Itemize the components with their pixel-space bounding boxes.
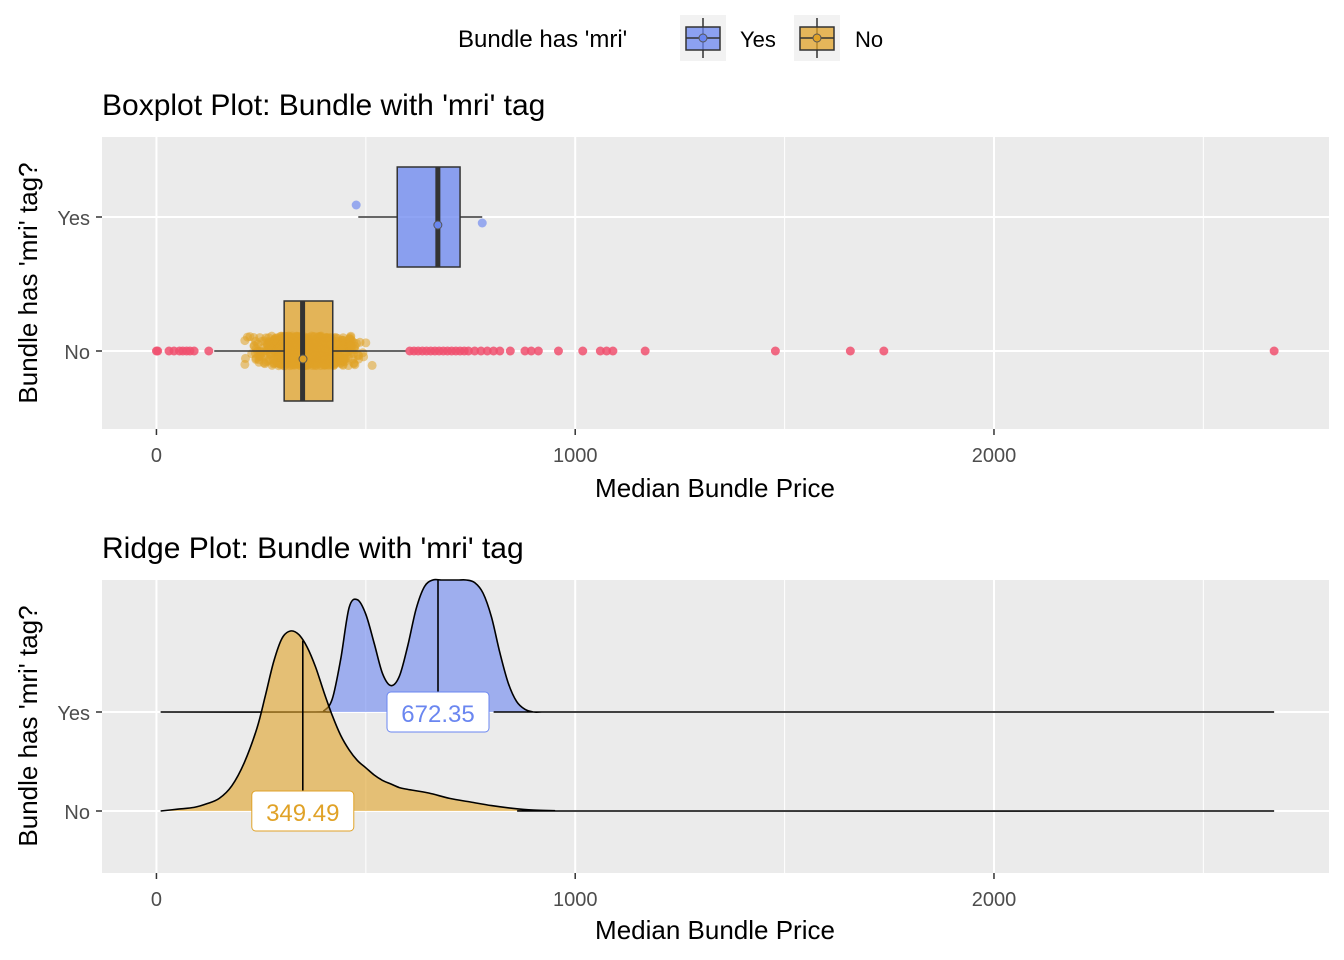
boxplot-axes: 0 1000 2000 Yes No bbox=[57, 208, 1016, 467]
boxplot-outlier-point bbox=[595, 346, 605, 356]
legend: Bundle has 'mri' Yes No bbox=[458, 15, 883, 61]
boxplot-y-axis-title: Bundle has 'mri' tag? bbox=[13, 162, 43, 403]
boxplot-outlier-point bbox=[578, 346, 588, 356]
ridge-density-line bbox=[160, 578, 1275, 713]
ridge-y-axis-title: Bundle has 'mri' tag? bbox=[13, 605, 43, 846]
boxplot-jitter-point bbox=[338, 341, 348, 351]
ridge-series-no: 349.49 bbox=[160, 630, 1275, 832]
ridge-axes: 0 1000 2000 Yes No bbox=[57, 703, 1016, 911]
boxplot-jitter-point bbox=[367, 360, 377, 370]
boxplot-mean-point bbox=[433, 220, 443, 230]
boxplot-outlier-point bbox=[1269, 346, 1279, 356]
boxplot-y-tick-label: No bbox=[64, 342, 90, 364]
boxplot-box-yes bbox=[351, 166, 487, 268]
boxplot-outlier-point bbox=[489, 346, 499, 356]
ridge-x-tick-label: 2000 bbox=[972, 889, 1017, 911]
boxplot-jitter-point bbox=[274, 352, 284, 362]
boxplot-outlier-point bbox=[770, 346, 780, 356]
boxplot-outlier-point bbox=[602, 346, 612, 356]
boxplot-jitter-point bbox=[349, 358, 359, 368]
boxplot-title: Boxplot Plot: Bundle with 'mri' tag bbox=[102, 89, 545, 122]
ridge-x-tick-label: 0 bbox=[151, 889, 162, 911]
boxplot-jitter-point bbox=[259, 336, 269, 346]
boxplot-jitter-point bbox=[354, 351, 364, 361]
boxplot-outliers bbox=[151, 346, 1279, 356]
boxplot-jitter-point bbox=[345, 334, 355, 344]
boxplot-jitter-point bbox=[272, 344, 282, 354]
boxplot-box-no bbox=[214, 300, 407, 402]
ridge-density-line bbox=[160, 630, 1275, 812]
boxplot-y-tick-label: Yes bbox=[57, 208, 90, 230]
boxplot-outlier-point bbox=[470, 346, 480, 356]
boxplot-jitter-point bbox=[254, 357, 264, 367]
boxplot-outlier-point bbox=[505, 346, 515, 356]
ridge-chart: Ridge Plot: Bundle with 'mri' tag 672.35… bbox=[13, 532, 1329, 945]
ridge-median-label: 349.49 bbox=[266, 800, 339, 827]
boxplot-point bbox=[351, 200, 361, 210]
boxplot-iqr-box bbox=[396, 166, 461, 268]
legend-key-no-point bbox=[812, 33, 822, 43]
boxplot-jitter-point bbox=[240, 359, 250, 369]
legend-key-yes-point bbox=[698, 33, 708, 43]
boxplot-x-axis-title: Median Bundle Price bbox=[595, 473, 835, 503]
ridge-series-yes: 672.35 bbox=[160, 578, 1275, 733]
ridge-density-area bbox=[160, 579, 1275, 713]
boxplot-outlier-point bbox=[463, 346, 473, 356]
boxplot-outlier-point bbox=[526, 346, 536, 356]
boxplot-iqr-box bbox=[283, 300, 334, 402]
ridge-median-label-box bbox=[386, 691, 490, 733]
ridge-median-label-box bbox=[251, 790, 355, 832]
boxplot-outlier-point bbox=[204, 346, 214, 356]
boxplot-marks bbox=[151, 166, 1279, 402]
boxplot-outlier-point bbox=[476, 346, 486, 356]
boxplot-jitter-point bbox=[267, 337, 277, 347]
legend-label-yes: Yes bbox=[740, 27, 776, 52]
boxplot-outlier-point bbox=[879, 346, 889, 356]
boxplot-outlier-point bbox=[533, 346, 543, 356]
ridge-y-tick-label: No bbox=[64, 802, 90, 824]
boxplot-jitter-point bbox=[240, 336, 250, 346]
boxplot-x-tick-label: 1000 bbox=[553, 445, 598, 467]
ridge-title: Ridge Plot: Bundle with 'mri' tag bbox=[102, 532, 524, 565]
boxplot-outlier-point bbox=[153, 346, 163, 356]
boxplot-x-tick-label: 0 bbox=[151, 445, 162, 467]
boxplot-outlier-point bbox=[553, 346, 563, 356]
ridge-x-axis-title: Median Bundle Price bbox=[595, 915, 835, 945]
legend-title: Bundle has 'mri' bbox=[458, 26, 627, 53]
ridge-median-label: 672.35 bbox=[401, 701, 474, 728]
boxplot-outlier-point bbox=[520, 346, 530, 356]
boxplot-outlier-point bbox=[482, 346, 492, 356]
boxplot-outlier-point bbox=[640, 346, 650, 356]
ridge-y-tick-label: Yes bbox=[57, 703, 90, 725]
ridge-marks: 672.35 349.49 bbox=[160, 578, 1275, 832]
boxplot-outlier-point bbox=[495, 346, 505, 356]
boxplot-chart: Boxplot Plot: Bundle with 'mri' tag 0 100… bbox=[13, 89, 1329, 503]
boxplot-point bbox=[477, 218, 487, 228]
boxplot-jitter-point bbox=[341, 354, 351, 364]
boxplot-x-tick-label: 2000 bbox=[972, 445, 1017, 467]
boxplot-mean-point bbox=[298, 354, 308, 364]
legend-label-no: No bbox=[855, 27, 883, 52]
boxplot-outlier-point bbox=[189, 346, 199, 356]
boxplot-jitter-point bbox=[347, 341, 357, 351]
boxplot-outlier-point bbox=[845, 346, 855, 356]
boxplot-jitter-point bbox=[250, 348, 260, 358]
boxplot-outlier-point bbox=[608, 346, 618, 356]
ridge-x-tick-label: 1000 bbox=[553, 889, 598, 911]
